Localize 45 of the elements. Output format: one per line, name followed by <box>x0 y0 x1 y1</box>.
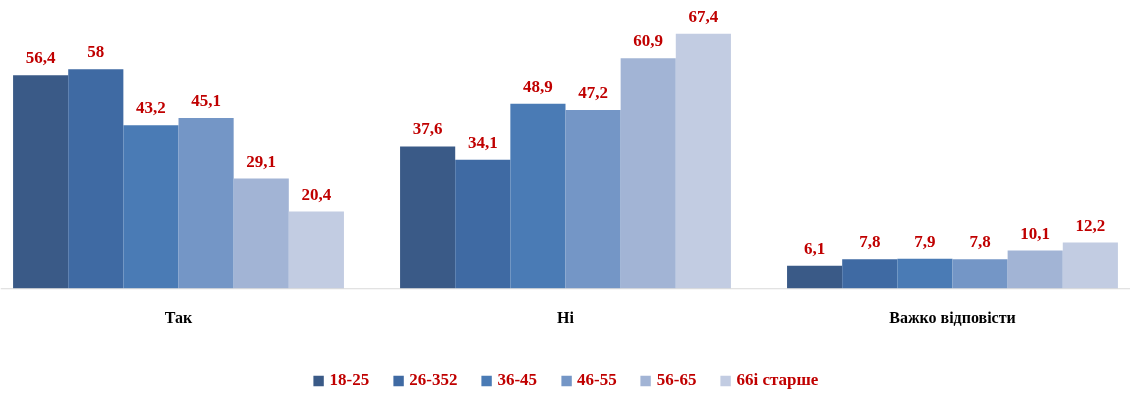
data-label: 20,4 <box>301 184 332 204</box>
bar <box>455 159 511 289</box>
data-label: 58 <box>87 42 105 62</box>
bar <box>178 118 234 289</box>
data-label: 48,9 <box>523 76 553 96</box>
legend-label: 36-45 <box>497 370 538 390</box>
data-label: 7,8 <box>859 232 881 252</box>
legend-label: 18-25 <box>329 370 370 390</box>
bar <box>1007 250 1063 289</box>
data-label: 6,1 <box>804 238 826 258</box>
data-label: 45,1 <box>191 91 221 111</box>
legend-label: 26-352 <box>409 370 458 390</box>
x-tick-label: Важко відповісти <box>889 308 1016 326</box>
bar <box>288 211 344 289</box>
data-label: 67,4 <box>688 6 719 26</box>
data-label: 12,2 <box>1075 215 1106 235</box>
bar <box>897 258 953 289</box>
bar <box>952 259 1008 289</box>
data-label: 29,1 <box>246 151 277 171</box>
data-label: 7,9 <box>914 231 936 251</box>
bar <box>13 75 69 289</box>
bar <box>675 33 731 289</box>
data-label: 7,8 <box>969 232 991 252</box>
bar <box>620 58 676 289</box>
data-label: 60,9 <box>633 31 664 51</box>
x-tick-label: Ні <box>557 308 575 326</box>
legend-label: 46-55 <box>577 370 617 390</box>
bar <box>233 178 289 289</box>
x-tick-label: Так <box>164 308 194 326</box>
data-label: 43,2 <box>136 98 166 118</box>
data-label: 47,2 <box>578 83 608 103</box>
legend-label: 66і старше <box>736 370 819 390</box>
bar <box>1062 242 1118 289</box>
bar <box>842 259 898 289</box>
bar <box>510 103 566 289</box>
bar <box>68 69 124 289</box>
data-label: 10,1 <box>1020 223 1051 243</box>
bar <box>565 110 621 289</box>
data-label: 37,6 <box>412 119 443 139</box>
bar <box>787 265 843 289</box>
data-label: 56,4 <box>25 48 57 68</box>
bar <box>400 146 456 289</box>
bar <box>123 125 179 289</box>
data-label: 34,1 <box>467 132 498 152</box>
legend-label: 56-65 <box>656 370 697 390</box>
